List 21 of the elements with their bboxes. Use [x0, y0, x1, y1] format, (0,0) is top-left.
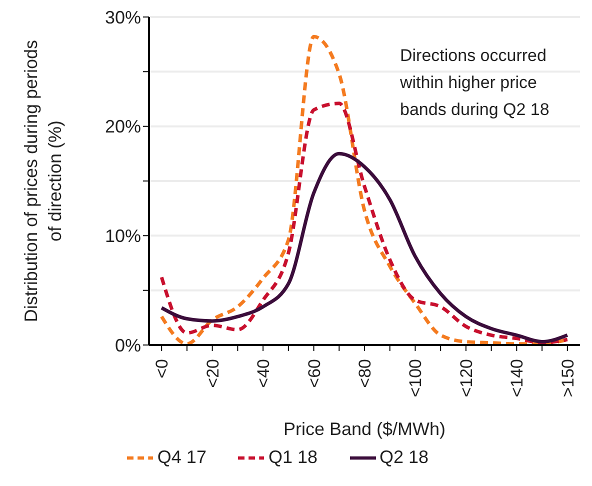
y-tick-label: 10%	[104, 226, 141, 246]
legend-label: Q1 18	[268, 446, 318, 467]
x-tick-label: <60	[304, 359, 324, 388]
x-tick-label: <120	[456, 359, 476, 398]
y-tick-label: 30%	[104, 7, 141, 28]
x-tick-label: <140	[508, 359, 527, 398]
legend-label: Q4 17	[157, 446, 206, 467]
line-series	[160, 102, 570, 345]
x-axis-title: Price Band ($/MWh)	[283, 419, 446, 439]
x-tick-label: <0	[152, 359, 172, 378]
x-tick-label: <20	[203, 359, 222, 388]
line-series	[160, 152, 570, 344]
x-tick-label: <80	[356, 359, 374, 388]
x-tick-label: <100	[406, 359, 426, 398]
legend-label: Q2 18	[380, 446, 429, 467]
x-tick-label: <40	[254, 359, 274, 388]
y-tick-label: 0%	[114, 335, 141, 356]
x-tick-label: >150	[558, 359, 578, 398]
y-axis-title: Distribution of prices during periods of direction (%)	[20, 38, 66, 324]
y-tick-label: 20%	[104, 116, 141, 137]
annotation: Directions occurred within higher price bands during Q2 18	[400, 45, 550, 121]
